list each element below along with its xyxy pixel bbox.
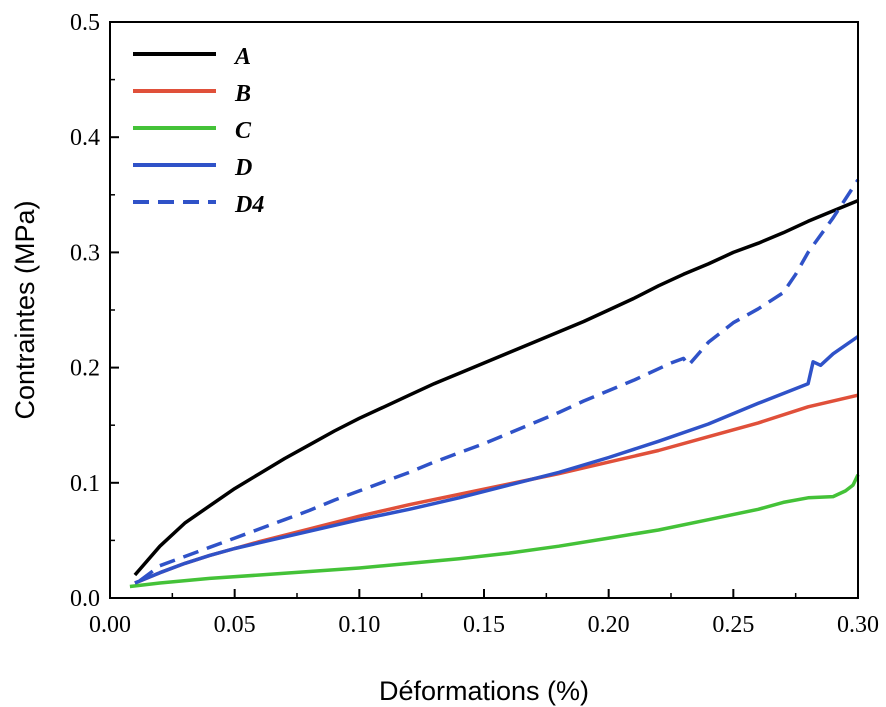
x-tick-label: 0.20 <box>588 612 630 638</box>
x-tick-label: 0.15 <box>463 612 505 638</box>
y-tick-label: 0.1 <box>70 471 100 497</box>
x-tick-label: 0.30 <box>837 612 879 638</box>
legend-label-b: B <box>234 81 251 107</box>
x-tick-label: 0.25 <box>712 612 754 638</box>
x-axis-ticks: 0.00 0.05 0.10 0.15 0.20 0.25 0.30 <box>89 589 879 638</box>
y-tick-label: 0.2 <box>70 356 100 382</box>
y-axis-ticks: 0.0 0.1 0.2 0.3 0.4 0.5 <box>70 10 119 612</box>
x-axis-label: Déformations (%) <box>379 676 589 706</box>
plot-lines <box>129 178 860 589</box>
legend-label-d: D <box>234 155 252 181</box>
series-line-d4 <box>138 178 860 583</box>
legend-label-d4: D4 <box>234 192 264 218</box>
y-axis-label: Contraintes (MPa) <box>10 200 40 419</box>
series-line-d <box>134 335 859 585</box>
legend-label-c: C <box>235 118 252 144</box>
y-tick-label: 0.0 <box>70 586 100 612</box>
x-tick-label: 0.10 <box>338 612 380 638</box>
series-line-a <box>133 198 859 577</box>
x-tick-label: 0.05 <box>214 612 256 638</box>
y-tick-label: 0.3 <box>70 240 100 266</box>
legend-label-a: A <box>233 44 251 70</box>
y-tick-label: 0.4 <box>70 125 100 151</box>
series-line-c <box>129 473 860 589</box>
y-tick-label: 0.5 <box>70 10 100 36</box>
x-tick-label: 0.00 <box>89 612 131 638</box>
